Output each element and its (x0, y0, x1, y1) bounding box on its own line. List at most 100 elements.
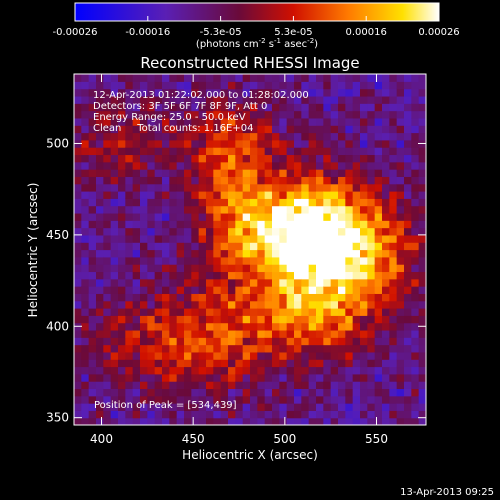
heatmap-cell (74, 351, 82, 360)
heatmap-cell (250, 417, 258, 425)
heatmap-cell (154, 300, 163, 309)
heatmap-cell (338, 351, 346, 360)
heatmap-cell (176, 154, 185, 163)
heatmap-cell (301, 337, 310, 346)
heatmap-cell (110, 234, 119, 243)
heatmap-cell (418, 125, 426, 134)
heatmap-cell (264, 308, 273, 316)
heatmap-cell (404, 183, 412, 192)
heatmap-cell (330, 403, 339, 411)
heatmap-cell (198, 315, 207, 324)
heatmap-cell (191, 329, 200, 338)
heatmap-cell (352, 191, 361, 199)
heatmap-cell (352, 417, 361, 425)
heatmap-cell (242, 198, 251, 207)
heatmap-cell (154, 103, 163, 112)
heatmap-cell (330, 373, 339, 382)
heatmap-cell (323, 322, 332, 331)
heatmap-cell (235, 74, 244, 82)
heatmap-cell (374, 410, 383, 419)
heatmap-cell (242, 74, 251, 82)
colorbar-tick-label: 5.3e-05 (274, 27, 312, 38)
chart-title: Reconstructed RHESSI Image (140, 54, 359, 72)
heatmap-cell (345, 191, 354, 199)
heatmap-cell (279, 176, 288, 185)
heatmap-cell (220, 359, 229, 368)
heatmap-cell (308, 366, 317, 375)
heatmap-cell (272, 286, 280, 294)
heatmap-cell (294, 183, 302, 192)
heatmap-cell (294, 205, 302, 214)
heatmap-cell (367, 234, 376, 243)
heatmap-cell (81, 161, 90, 170)
annotation-clean-counts: Clean Total counts: 1.16E+04 (93, 123, 253, 134)
heatmap-cell (264, 256, 273, 265)
heatmap-cell (396, 198, 405, 207)
heatmap-cell (257, 300, 266, 309)
heatmap-cell (88, 212, 97, 221)
heatmap-cell (81, 220, 90, 229)
heatmap-cell (191, 359, 200, 368)
heatmap-cell (176, 300, 185, 309)
heatmap-cell (220, 403, 229, 411)
heatmap-cell (81, 242, 90, 251)
heatmap-cell (389, 154, 398, 163)
heatmap-cell (411, 359, 420, 368)
heatmap-cell (81, 417, 90, 425)
heatmap-cell (162, 395, 170, 404)
heatmap-cell (360, 329, 368, 338)
heatmap-cell (154, 337, 163, 346)
heatmap-cell (374, 344, 383, 353)
heatmap-cell (301, 227, 310, 236)
heatmap-cell (257, 395, 266, 404)
heatmap-cell (132, 278, 141, 287)
heatmap-cell (140, 147, 148, 156)
heatmap-cell (198, 256, 207, 265)
heatmap-cell (220, 344, 229, 353)
heatmap-cell (176, 176, 185, 185)
heatmap-cell (257, 403, 266, 411)
heatmap-cell (316, 205, 324, 214)
heatmap-cell (198, 154, 207, 163)
heatmap-cell (213, 373, 222, 382)
heatmap-cell (110, 74, 119, 82)
heatmap-cell (206, 410, 214, 419)
heatmap-cell (125, 154, 134, 163)
heatmap-cell (367, 300, 376, 309)
heatmap-cell (125, 293, 134, 302)
heatmap-cell (154, 329, 163, 338)
heatmap-cell (191, 125, 200, 134)
heatmap-cell (257, 271, 266, 280)
heatmap-cell (235, 103, 244, 112)
heatmap-cell (389, 110, 398, 119)
heatmap-cell (147, 95, 156, 104)
heatmap-cell (110, 205, 119, 214)
heatmap-cell (147, 169, 156, 177)
heatmap-cell (198, 74, 207, 82)
heatmap-cell (374, 264, 383, 273)
heatmap-cell (330, 125, 339, 134)
heatmap-cell (125, 139, 134, 148)
heatmap-cell (184, 183, 192, 192)
heatmap-cell (140, 264, 148, 273)
heatmap-cell (308, 256, 317, 265)
heatmap-cell (162, 300, 170, 309)
heatmap-cell (206, 154, 214, 163)
heatmap-cell (264, 147, 273, 156)
heatmap-cell (264, 381, 273, 390)
heatmap-cell (294, 161, 302, 170)
heatmap-cell (418, 351, 426, 360)
heatmap-cell (396, 125, 405, 134)
heatmap-cell (308, 103, 317, 112)
heatmap-cell (118, 227, 126, 236)
heatmap-cell (286, 117, 295, 126)
heatmap-cell (396, 74, 405, 82)
heatmap-cell (272, 366, 280, 375)
heatmap-cell (323, 359, 332, 368)
heatmap-cell (191, 95, 200, 104)
heatmap-cell (316, 212, 324, 221)
heatmap-cell (316, 95, 324, 104)
heatmap-cell (279, 381, 288, 390)
heatmap-cell (367, 322, 376, 331)
heatmap-cell (389, 88, 398, 97)
